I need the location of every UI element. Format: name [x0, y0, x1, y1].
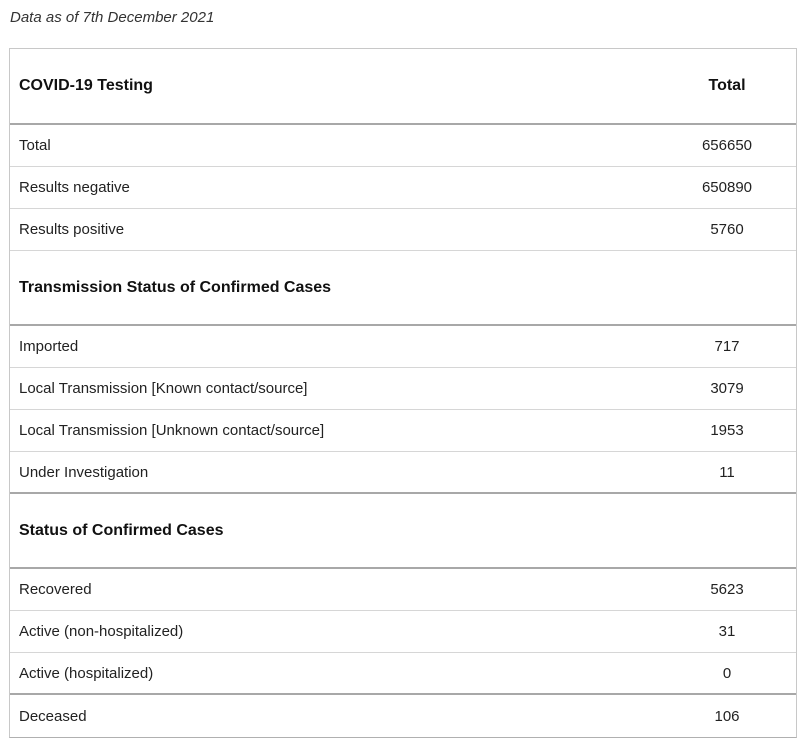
table-row: Local Transmission [Unknown contact/sour…	[10, 410, 796, 452]
data-as-of-note: Data as of 7th December 2021	[10, 9, 215, 26]
row-value: 11	[719, 463, 735, 481]
row-label: Total	[19, 137, 51, 154]
table-row: Under Investigation 11	[10, 452, 796, 494]
row-value: 5623	[710, 581, 744, 598]
table-row: Total 656650	[10, 125, 796, 167]
row-value: 650890	[701, 179, 753, 196]
row-value: 31	[718, 623, 736, 640]
table-row: Imported 717	[10, 326, 796, 368]
row-value: 0	[722, 664, 732, 682]
row-label: Active (non-hospitalized)	[19, 623, 184, 640]
table-row: Recovered 5623	[10, 569, 796, 611]
section-heading: Transmission Status of Confirmed Cases	[19, 278, 332, 296]
row-value: 656650	[701, 137, 753, 154]
row-value: 1953	[710, 422, 744, 439]
row-label: Results negative	[19, 179, 130, 196]
section-heading: COVID-19 Testing	[19, 77, 153, 94]
row-label: Local Transmission [Unknown contact/sour…	[19, 422, 325, 439]
table-row: Results negative 650890	[10, 167, 796, 209]
row-label: Active (hospitalized)	[19, 664, 154, 682]
table-header-row: COVID-19 Testing Total	[10, 49, 796, 125]
row-value: 5760	[710, 221, 744, 238]
table-row: Deceased 106	[10, 695, 796, 737]
row-label: Under Investigation	[19, 463, 149, 481]
row-label: Deceased	[19, 707, 87, 725]
table-row: Active (non-hospitalized) 31	[10, 611, 796, 653]
section-header-row: Status of Confirmed Cases	[10, 494, 796, 569]
row-value: 717	[714, 338, 740, 355]
table-row: Local Transmission [Known contact/source…	[10, 368, 796, 410]
covid-stats-table: COVID-19 Testing Total Total 656650 Resu…	[9, 48, 797, 738]
row-label: Imported	[19, 338, 79, 355]
row-label: Recovered	[19, 581, 92, 598]
table-row: Results positive 5760	[10, 209, 796, 251]
row-value: 106	[714, 707, 740, 725]
row-label: Results positive	[19, 221, 125, 238]
section-heading: Status of Confirmed Cases	[19, 521, 224, 539]
row-label: Local Transmission [Known contact/source…	[19, 380, 308, 397]
column-header-total: Total	[708, 77, 746, 94]
row-value: 3079	[710, 380, 744, 397]
table-row: Active (hospitalized) 0	[10, 653, 796, 695]
section-header-row: Transmission Status of Confirmed Cases	[10, 251, 796, 326]
